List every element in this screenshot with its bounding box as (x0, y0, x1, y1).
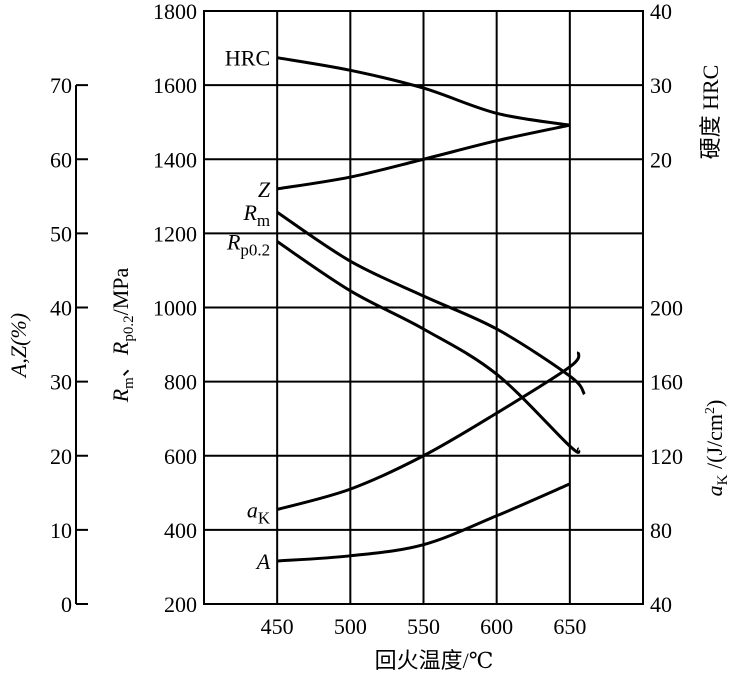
outer-y-axis-label: A,Z(%) (6, 313, 31, 379)
series-hrc-line (276, 56, 571, 127)
ak-tick-label: 120 (650, 444, 683, 469)
mpa-tick-label: 1200 (153, 221, 197, 246)
series-label-main: Z (258, 177, 271, 202)
mpa-tick-label: 600 (164, 444, 197, 469)
series-label-z: Z (258, 177, 271, 202)
x-axis-label: 回火温度/℃ (375, 648, 494, 673)
series-rm-line (276, 211, 586, 396)
main-y-axis-label: Rm、Rp0.2/MPa (108, 268, 137, 404)
percent-tick-label: 40 (50, 296, 72, 321)
series-label-sub: p0.2 (240, 241, 270, 260)
series-a-line (277, 482, 571, 563)
labels: 450 500 550 600 6502004006008001000120014001… (50, 0, 683, 639)
ak-tick-label: 80 (650, 518, 672, 543)
percent-tick-label: 50 (50, 221, 72, 246)
percent-tick-label: 20 (50, 444, 72, 469)
mpa-tick-label: 1800 (153, 0, 197, 24)
x-tick-label: 450 (261, 614, 294, 639)
grid (75, 10, 644, 605)
mpa-tick-label: 400 (164, 518, 197, 543)
series-label-hrc: HRC (225, 46, 270, 71)
series-label-ak: aK (247, 497, 271, 527)
mpa-tick-label: 1400 (153, 147, 197, 172)
hrc-axis-label: 硬度 HRC (698, 65, 723, 160)
series-label-rp02: Rp0.2 (226, 230, 270, 260)
percent-tick-label: 60 (50, 147, 72, 172)
percent-tick-label: 10 (50, 518, 72, 543)
mpa-tick-label: 1000 (153, 296, 197, 321)
ak-axis-label: aK /(J/cm2) (702, 400, 731, 497)
x-tick-label: 650 (553, 614, 586, 639)
series-label-main: a (247, 497, 258, 522)
series-z-line (276, 123, 571, 191)
hrc-tick-label: 30 (650, 73, 672, 98)
hrc-tick-label: 20 (650, 147, 672, 172)
ak-tick-label: 40 (650, 592, 672, 617)
series-label-main: HRC (225, 46, 270, 71)
x-tick-label: 500 (334, 614, 367, 639)
x-tick-label: 600 (480, 614, 513, 639)
mpa-tick-label: 800 (164, 370, 197, 395)
series-rp02-line (276, 240, 581, 454)
percent-tick-label: 70 (50, 73, 72, 98)
percent-tick-label: 0 (61, 592, 72, 617)
mpa-tick-label: 1600 (153, 73, 197, 98)
curves (276, 56, 586, 563)
series-label-sub: m (257, 211, 270, 230)
mpa-tick-label: 200 (164, 592, 197, 617)
ak-tick-label: 160 (650, 370, 683, 395)
series-label-sub: K (258, 508, 271, 527)
ak-tick-label: 200 (650, 296, 683, 321)
series-ak-line (276, 351, 581, 511)
series-label-main: R (242, 200, 257, 225)
x-tick-label: 550 (407, 614, 440, 639)
hrc-tick-label: 40 (650, 0, 672, 24)
percent-tick-label: 30 (50, 370, 72, 395)
series-label-a: A (255, 549, 271, 574)
series-label-main: R (226, 230, 241, 255)
series-label-rm: Rm (242, 200, 270, 230)
series-label-main: A (255, 549, 271, 574)
